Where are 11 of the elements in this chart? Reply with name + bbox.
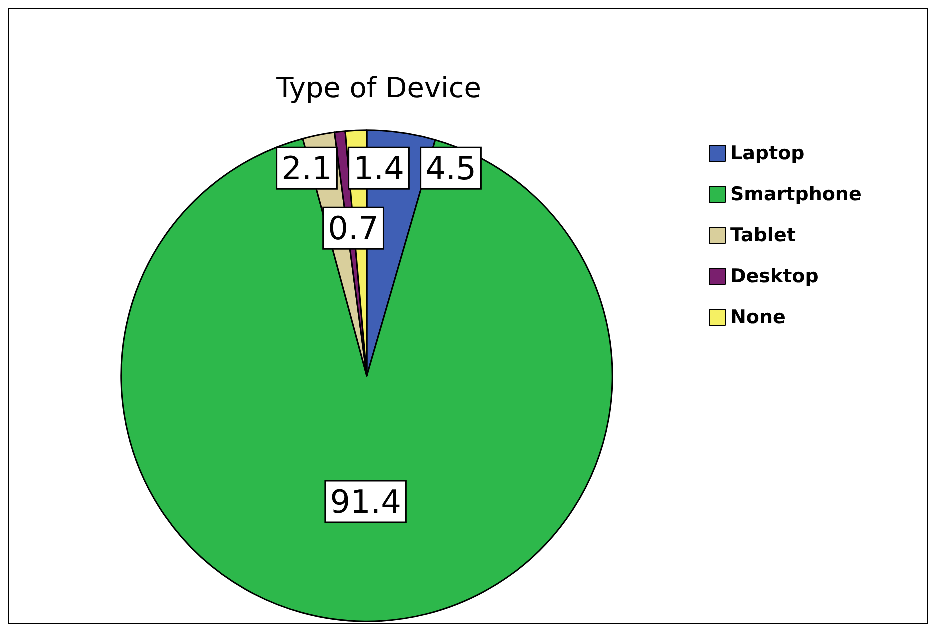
chart-title: Type of Device [276,72,482,104]
data-label: 1.4 [354,149,404,188]
legend-label: Smartphone [730,184,862,206]
data-label: 4.5 [426,149,476,188]
data-label: 2.1 [282,149,332,188]
legend-label: Desktop [730,266,819,288]
legend-label: Tablet [730,224,796,246]
legend-label: None [730,306,786,328]
legend-label: Laptop [730,142,805,164]
data-label: 0.7 [328,209,379,248]
data-label: 91.4 [330,482,402,521]
